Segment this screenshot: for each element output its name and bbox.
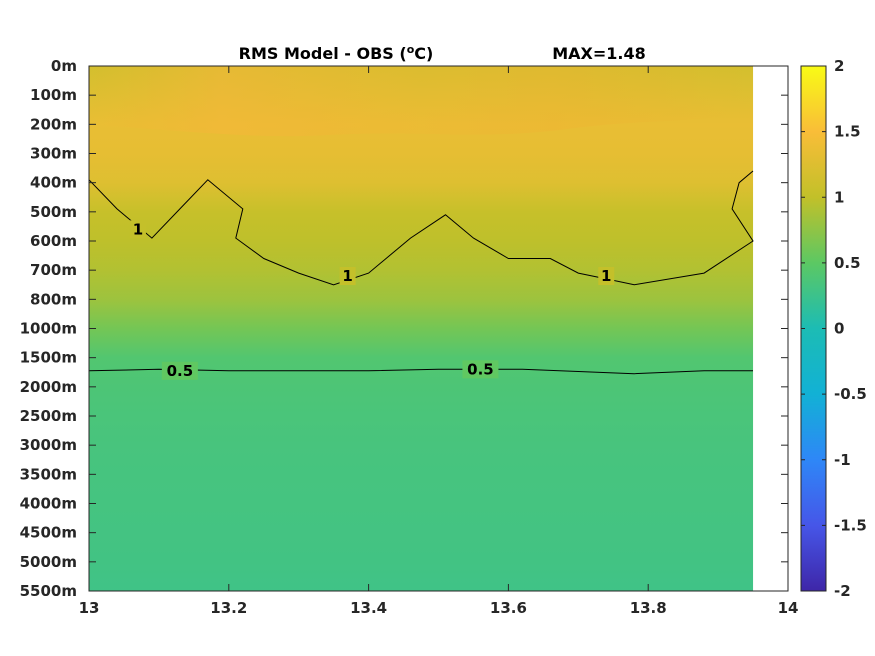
colorbar-tick-label: -1.5 <box>834 516 867 534</box>
colorbar: 2 1.5 1 0.5 0 -0.5 -1 -1.5 -2 <box>800 57 867 600</box>
colorbar-tick-label: 1 <box>834 188 844 206</box>
colorbar-tick-label: 0 <box>834 320 844 338</box>
x-tick-label: 13.8 <box>630 599 667 617</box>
y-tick-label: 0m <box>51 57 77 75</box>
y-tick-label: 5500m <box>20 582 77 600</box>
x-tick-label: 13.2 <box>210 599 247 617</box>
title-main: RMS Model - OBS ( <box>239 44 407 63</box>
title-superscript: o <box>407 43 415 56</box>
y-tick-label: 1500m <box>20 349 77 367</box>
colorbar-tick-label: 2 <box>834 57 844 75</box>
colorbar-tick-label: 1.5 <box>834 123 861 141</box>
y-tick-label: 1000m <box>20 320 77 338</box>
contour-label-0-2: 1 <box>601 267 611 285</box>
plot-area: 1 1 1 0.5 0.5 13 13.2 13.4 13.6 13.8 14 0m 100m 200… <box>20 57 799 617</box>
colorbar-fill <box>800 65 827 592</box>
y-tick-label: 4500m <box>20 524 77 542</box>
contour-label-1-0: 0.5 <box>167 362 194 380</box>
y-tick-label: 600m <box>30 232 77 250</box>
y-tick-label: 2500m <box>20 407 77 425</box>
data-field <box>89 66 754 591</box>
y-tick-label: 800m <box>30 290 77 308</box>
y-tick-label: 4000m <box>20 495 77 513</box>
warm-patch-upper <box>89 66 752 137</box>
max-annotation: MAX=1.48 <box>552 44 646 63</box>
y-tick-label: 400m <box>30 174 77 192</box>
colorbar-tick-label: 0.5 <box>834 254 861 272</box>
y-tick-label: 500m <box>30 203 77 221</box>
contour-label-bg <box>161 361 198 380</box>
contour-label-bg <box>339 267 356 285</box>
contour-label-1-1: 0.5 <box>467 360 494 378</box>
y-tick-label: 300m <box>30 145 77 163</box>
contour-label-bg <box>129 220 146 239</box>
contour-label-0-1: 1 <box>342 267 352 285</box>
contour-label-0-0: 1 <box>133 220 143 238</box>
y-tick-label: 2000m <box>20 378 77 396</box>
y-tick-label: 3000m <box>20 436 77 454</box>
x-tick-label: 13.6 <box>490 599 527 617</box>
colorbar-tick-label: -1 <box>834 451 851 469</box>
contour-layer: 1 1 1 0.5 0.5 <box>88 170 754 380</box>
y-tick-label: 5000m <box>20 553 77 571</box>
colorbar-tick-label: -0.5 <box>834 385 867 403</box>
title-unit: C) <box>414 44 433 63</box>
title-group: RMS Model - OBS (oC) MAX=1.48 <box>239 43 646 63</box>
y-tick-label: 100m <box>30 86 77 104</box>
colorbar-tick-label: -2 <box>834 582 851 600</box>
contour-label-bg <box>598 267 615 285</box>
x-axis: 13 13.2 13.4 13.6 13.8 14 <box>79 66 799 617</box>
y-axis: 0m 100m 200m 300m 400m 500m 600m 700m 800m 1000m 1… <box>20 57 788 600</box>
x-tick-label: 14 <box>778 599 799 617</box>
chart-title: RMS Model - OBS (oC) <box>239 43 434 63</box>
contour-line-0 <box>88 170 754 286</box>
colorbar-ticks: 2 1.5 1 0.5 0 -0.5 -1 -1.5 -2 <box>801 57 867 600</box>
x-tick-label: 13 <box>79 599 100 617</box>
y-tick-label: 3500m <box>20 465 77 483</box>
y-tick-label: 700m <box>30 261 77 279</box>
y-tick-label: 200m <box>30 115 77 133</box>
contour-label-bg <box>462 360 499 379</box>
x-tick-label: 13.4 <box>350 599 387 617</box>
